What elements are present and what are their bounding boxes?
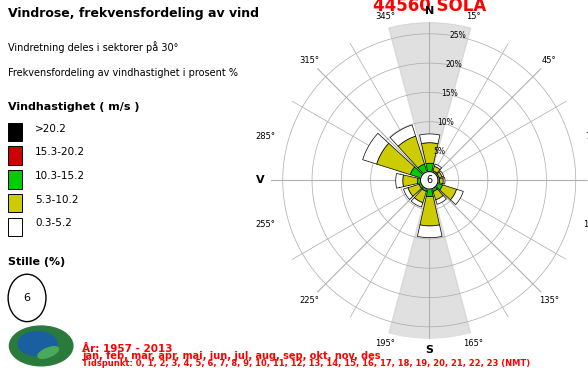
- Circle shape: [18, 332, 57, 356]
- Text: Stille (%): Stille (%): [8, 257, 65, 267]
- Text: 15.3-20.2: 15.3-20.2: [35, 147, 85, 158]
- Text: 165°: 165°: [463, 339, 483, 348]
- Text: Vindretning deles i sektorer på 30°: Vindretning deles i sektorer på 30°: [8, 40, 179, 53]
- Text: 285°: 285°: [256, 132, 276, 141]
- Text: 195°: 195°: [376, 339, 395, 348]
- Text: >20.2: >20.2: [35, 124, 67, 134]
- Text: N: N: [425, 6, 434, 16]
- Text: 15°: 15°: [466, 12, 480, 21]
- Text: 6: 6: [24, 293, 31, 303]
- Text: Vindrose, frekvensfordeling av vind: Vindrose, frekvensfordeling av vind: [8, 7, 259, 20]
- Text: 5%: 5%: [433, 147, 445, 156]
- Text: 225°: 225°: [299, 296, 319, 305]
- Text: 0.3-5.2: 0.3-5.2: [35, 219, 72, 229]
- Title: 44560 SOLA: 44560 SOLA: [373, 0, 486, 15]
- Text: 6: 6: [426, 175, 432, 185]
- Bar: [8, 217, 22, 236]
- Text: 25%: 25%: [450, 31, 466, 40]
- Ellipse shape: [38, 347, 58, 358]
- Text: 20%: 20%: [446, 60, 462, 69]
- Text: Frekvensfordeling av vindhastighet i prosent %: Frekvensfordeling av vindhastighet i pro…: [8, 68, 238, 78]
- Polygon shape: [420, 171, 438, 189]
- Text: S: S: [425, 345, 433, 355]
- Text: 315°: 315°: [299, 56, 319, 65]
- Text: 345°: 345°: [375, 12, 395, 21]
- Text: 10%: 10%: [437, 118, 454, 127]
- Text: 15%: 15%: [442, 89, 458, 98]
- Text: 135°: 135°: [539, 296, 559, 305]
- Text: jan, feb, mar, apr, mai, jun, jul, aug, sep, okt, nov, des: jan, feb, mar, apr, mai, jun, jul, aug, …: [82, 351, 381, 361]
- Text: År: 1957 - 2013: År: 1957 - 2013: [82, 344, 173, 354]
- Bar: [8, 146, 22, 165]
- Text: 105°: 105°: [583, 220, 588, 229]
- Text: 75°: 75°: [586, 132, 588, 141]
- Bar: [8, 170, 22, 189]
- Text: Tidspunkt: 0, 1, 2, 3, 4, 5, 6, 7, 8, 9, 10, 11, 12, 13, 14, 15, 16, 17, 18, 19,: Tidspunkt: 0, 1, 2, 3, 4, 5, 6, 7, 8, 9,…: [82, 359, 530, 368]
- Text: 255°: 255°: [256, 220, 276, 229]
- Text: Vindhastighet ( m/s ): Vindhastighet ( m/s ): [8, 102, 139, 112]
- Text: 10.3-15.2: 10.3-15.2: [35, 171, 85, 181]
- Text: 5.3-10.2: 5.3-10.2: [35, 195, 79, 205]
- Bar: [8, 123, 22, 141]
- Text: V: V: [256, 175, 264, 185]
- Bar: [8, 194, 22, 212]
- Circle shape: [9, 326, 73, 366]
- Text: 45°: 45°: [542, 56, 556, 65]
